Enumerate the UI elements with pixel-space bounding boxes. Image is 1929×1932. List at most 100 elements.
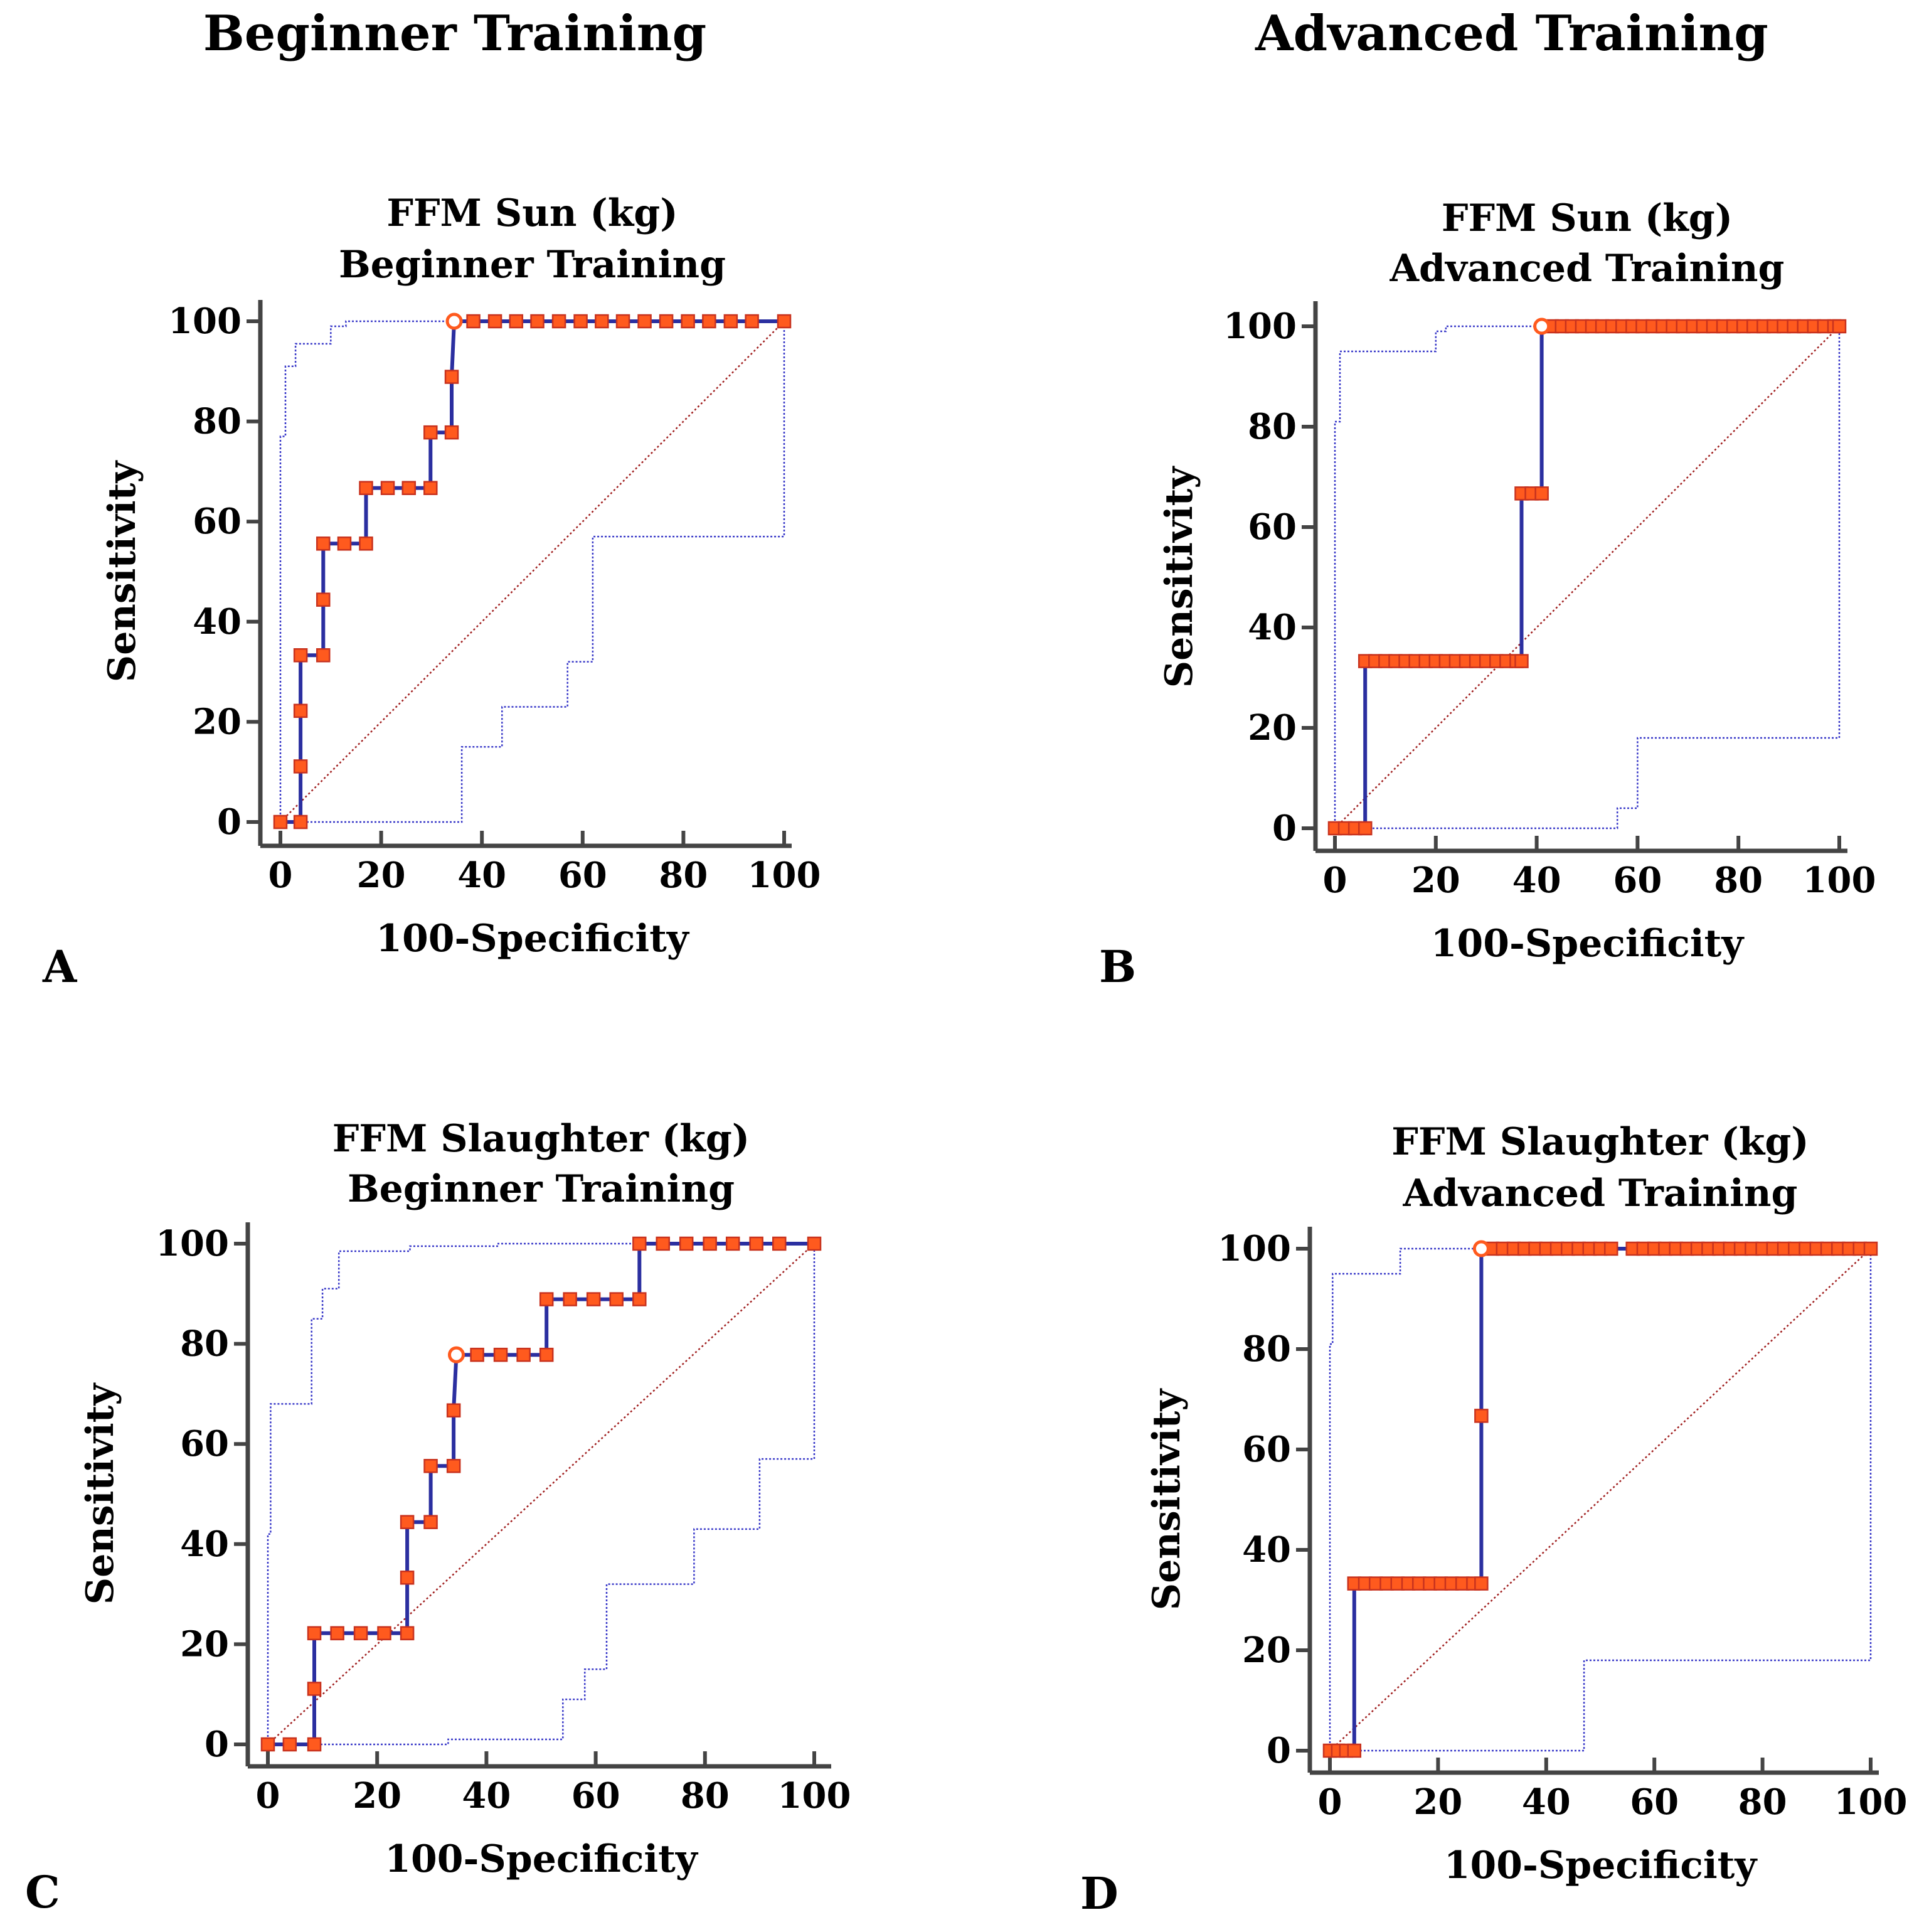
reference-diagonal xyxy=(267,1243,815,1745)
y-tick-label: 60 xyxy=(1242,1429,1291,1470)
x-tick-label: 100 xyxy=(1834,1781,1908,1823)
y-tick-label: 40 xyxy=(1248,607,1297,648)
roc-point-marker xyxy=(1832,319,1847,334)
roc-point-marker xyxy=(466,314,481,329)
column-header-right: Advanced Training xyxy=(1255,5,1768,62)
roc-point-marker xyxy=(659,314,674,329)
x-tick-label: 20 xyxy=(353,1775,401,1817)
roc-point-marker xyxy=(1358,821,1373,836)
roc-point-marker xyxy=(615,314,630,329)
x-tick-label: 20 xyxy=(357,855,406,896)
chart-title-line-2: Advanced Training xyxy=(1403,1171,1798,1215)
roc-point-marker xyxy=(282,1737,297,1752)
y-tick-label: 80 xyxy=(180,1323,229,1365)
roc-point-marker xyxy=(637,314,652,329)
roc-point-marker xyxy=(446,1403,461,1417)
y-tick-label: 40 xyxy=(1242,1529,1291,1571)
x-tick-label: 80 xyxy=(681,1775,730,1817)
x-axis-label: 100-Specificity xyxy=(1444,1844,1758,1887)
ci-upper-bound xyxy=(1334,325,1839,828)
roc-point-marker xyxy=(609,1292,624,1306)
roc-point-marker xyxy=(493,1347,508,1362)
x-tick-label: 100 xyxy=(748,855,821,896)
panel-d: FFM Slaughter (kg) Advanced Training 0 20 40… xyxy=(1080,1120,1907,1919)
roc-point-marker xyxy=(1347,1743,1362,1758)
panel-b: FFM Sun (kg) Advanced Training 0 20 40 60 80 10… xyxy=(1099,196,1876,993)
roc-point-marker xyxy=(337,536,352,551)
x-tick-label: 40 xyxy=(1522,1781,1571,1823)
roc-point-marker xyxy=(777,314,792,329)
roc-point-marker xyxy=(539,1347,554,1362)
reference-diagonal xyxy=(1334,326,1840,829)
reference-diagonal xyxy=(280,321,785,823)
roc-point-marker xyxy=(423,481,438,495)
y-axis-label: Sensitivity xyxy=(100,460,144,683)
roc-point-marker xyxy=(316,648,331,663)
roc-point-marker xyxy=(260,1737,275,1752)
roc-point-marker xyxy=(1603,1241,1618,1256)
chart-title-line-2: Beginner Training xyxy=(348,1167,735,1211)
roc-point-marker xyxy=(539,1292,554,1306)
x-axis-label: 100-Specificity xyxy=(1431,922,1745,966)
x-tick-label: 40 xyxy=(457,855,506,896)
y-tick-label: 80 xyxy=(193,401,242,442)
y-axis-label: Sensitivity xyxy=(1157,466,1201,688)
roc-point-marker xyxy=(723,314,738,329)
roc-point-marker xyxy=(401,481,417,495)
roc-point-marker xyxy=(1474,1409,1489,1423)
roc-point-marker xyxy=(293,703,308,718)
roc-point-marker xyxy=(444,370,459,384)
y-tick-label: 100 xyxy=(156,1223,229,1264)
roc-point-marker xyxy=(702,314,716,329)
y-tick-label: 20 xyxy=(180,1623,229,1665)
x-tick-label: 0 xyxy=(1323,860,1347,901)
optimal-cutoff-marker xyxy=(447,1346,465,1364)
x-tick-label: 80 xyxy=(1738,1781,1787,1823)
y-axis-label: Sensitivity xyxy=(1145,1388,1189,1611)
roc-point-marker xyxy=(316,592,331,607)
roc-point-marker xyxy=(293,648,308,663)
y-tick-label: 40 xyxy=(180,1524,229,1565)
roc-point-marker xyxy=(1514,654,1529,668)
y-tick-label: 80 xyxy=(1242,1328,1291,1370)
y-tick-label: 60 xyxy=(1248,506,1297,548)
roc-point-marker xyxy=(423,1459,438,1473)
roc-point-marker xyxy=(807,1236,822,1251)
y-tick-label: 60 xyxy=(193,501,242,542)
roc-point-marker xyxy=(380,481,395,495)
roc-point-marker xyxy=(293,814,308,830)
roc-point-marker xyxy=(586,1292,601,1306)
roc-point-marker xyxy=(359,536,373,551)
ci-lower-bound xyxy=(280,321,785,823)
roc-point-marker xyxy=(1474,1576,1489,1591)
roc-point-marker xyxy=(307,1737,322,1752)
ci-lower-bound xyxy=(1335,326,1841,830)
roc-point-marker xyxy=(316,536,331,551)
roc-point-marker xyxy=(573,314,588,329)
roc-point-marker xyxy=(551,314,566,329)
roc-point-marker xyxy=(487,314,502,329)
y-axis-label: Sensitivity xyxy=(78,1382,122,1605)
roc-point-marker xyxy=(725,1236,740,1251)
x-tick-label: 60 xyxy=(558,855,607,896)
roc-point-marker xyxy=(353,1626,368,1641)
roc-point-marker xyxy=(470,1347,484,1362)
x-tick-label: 60 xyxy=(571,1775,620,1817)
roc-point-marker xyxy=(307,1626,322,1641)
panel-label: D xyxy=(1080,1867,1119,1919)
y-tick-label: 20 xyxy=(193,701,242,742)
roc-point-marker xyxy=(423,1515,438,1529)
roc-point-marker xyxy=(530,314,545,329)
roc-curve xyxy=(1335,324,1839,830)
y-tick-label: 20 xyxy=(1248,707,1297,749)
x-tick-label: 20 xyxy=(1413,1781,1462,1823)
roc-point-marker xyxy=(293,759,308,774)
x-tick-label: 0 xyxy=(1318,1781,1342,1823)
roc-point-marker xyxy=(703,1236,717,1251)
roc-point-marker xyxy=(273,814,288,830)
panel-c: FFM Slaughter (kg) Beginner Training 0 20 40… xyxy=(25,1117,851,1918)
roc-point-marker xyxy=(749,1236,763,1251)
roc-point-marker xyxy=(632,1292,647,1306)
x-tick-label: 100 xyxy=(778,1775,851,1817)
y-tick-label: 60 xyxy=(180,1423,229,1465)
